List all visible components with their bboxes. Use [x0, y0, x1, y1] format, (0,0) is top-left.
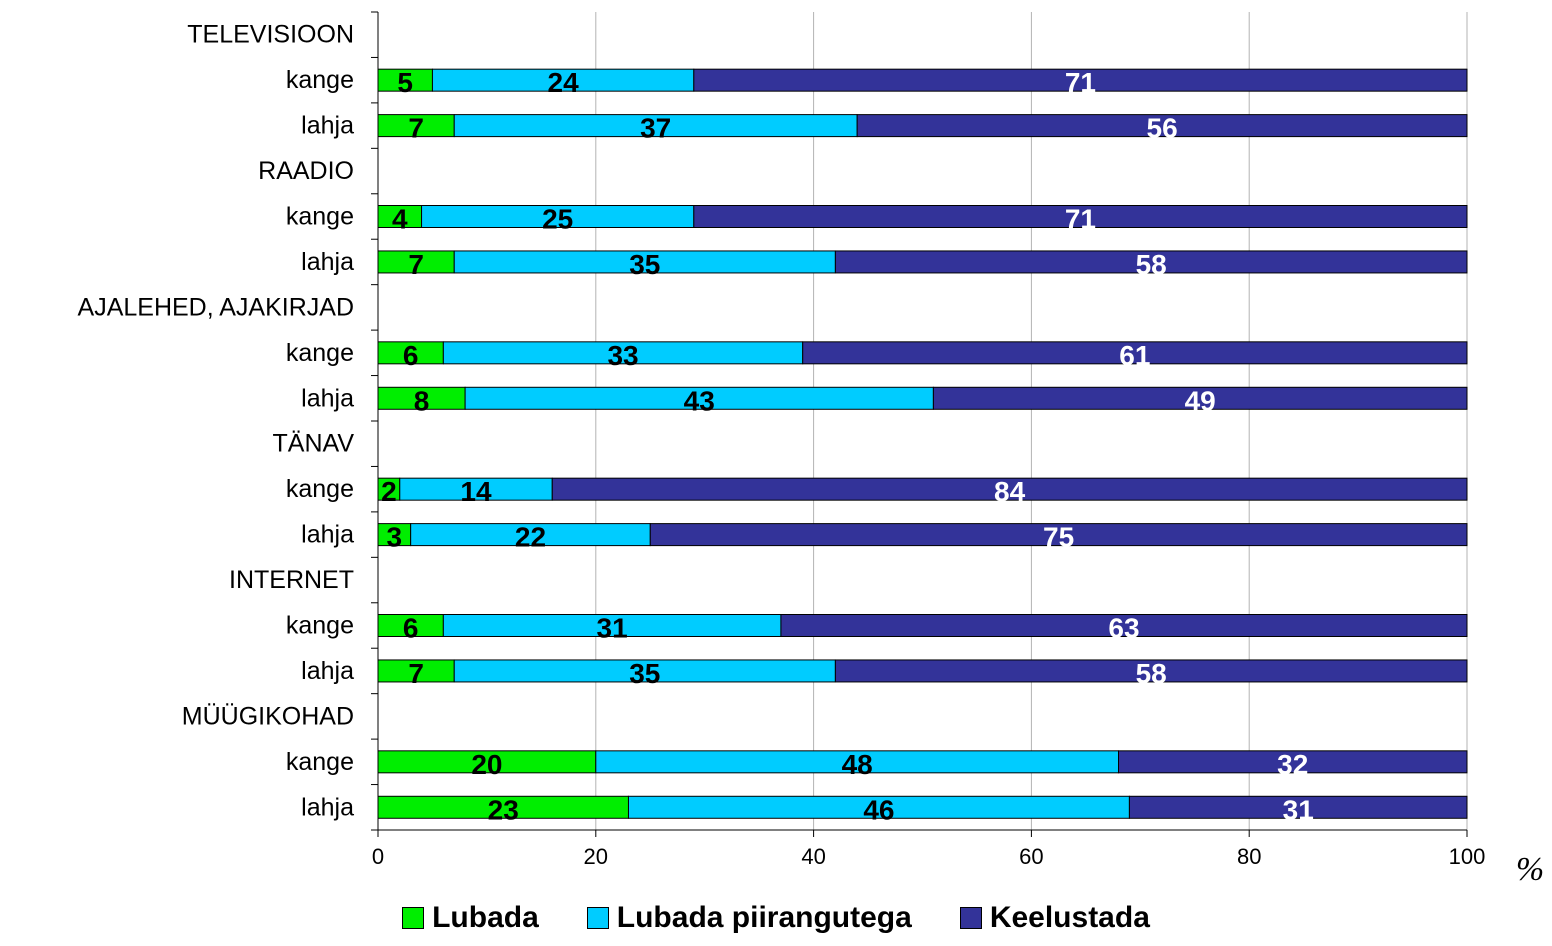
- x-tick-label-80: 80: [1237, 844, 1261, 869]
- legend-label-lubada-piirangutega: Lubada piirangutega: [616, 901, 912, 934]
- row-label: lahja: [301, 521, 354, 549]
- legend-item-lubada: Lubada: [402, 901, 539, 935]
- data-label: 48: [842, 749, 873, 780]
- legend-swatch-lubada-piirangutega: [586, 907, 609, 929]
- data-label: 58: [1136, 658, 1167, 689]
- bar-segment: [693, 68, 1468, 92]
- axis-layer: 0 20 40 60 80 100 TELEVISIOON kange lahja RAADIO k…: [78, 11, 1486, 869]
- grid-layer: [595, 12, 1468, 830]
- data-label: 20: [471, 749, 502, 780]
- data-label: 22: [515, 522, 546, 553]
- bar-segment: [1118, 750, 1468, 774]
- data-label: 4: [392, 204, 408, 235]
- bar-segment: [802, 341, 1468, 365]
- row-label: kange: [286, 66, 354, 94]
- legend-item-keelustada: Keelustada: [959, 901, 1150, 935]
- category-header-label: MÜÜGIKOHAD: [182, 702, 354, 730]
- data-label: 14: [460, 476, 492, 507]
- row-label: kange: [286, 339, 354, 367]
- category-header-label: TELEVISIOON: [187, 21, 354, 49]
- data-label: 84: [994, 476, 1026, 507]
- legend-label-lubada: Lubada: [432, 901, 539, 934]
- data-label: 23: [488, 794, 519, 825]
- bar-segment: [693, 205, 1468, 228]
- legend-item-lubada-piirangutega: Lubada piirangutega: [586, 901, 912, 935]
- data-label: 31: [1283, 794, 1314, 825]
- bars-layer: 5 24 717 37 564 25 717 35 586 33 618 43 492 14 843 22 75…: [377, 67, 1468, 825]
- row-label: lahja: [301, 793, 354, 821]
- data-label: 33: [607, 340, 638, 371]
- legend-swatch-keelustada: [959, 907, 982, 929]
- data-label: 35: [629, 249, 660, 280]
- bar-segment: [780, 614, 1468, 637]
- row-label: lahja: [301, 112, 354, 140]
- x-tick-label-60: 60: [1019, 844, 1043, 869]
- data-label: 37: [640, 113, 671, 144]
- row-label: lahja: [301, 657, 354, 685]
- data-label: 63: [1108, 613, 1139, 644]
- data-label: 58: [1136, 249, 1167, 280]
- x-tick-label-40: 40: [801, 844, 825, 869]
- data-label: 3: [387, 522, 403, 553]
- legend-label-keelustada: Keelustada: [989, 901, 1150, 934]
- bar-segment: [856, 114, 1468, 138]
- data-label: 75: [1043, 522, 1074, 553]
- x-tick-label-100: 100: [1449, 844, 1486, 869]
- data-label: 61: [1119, 340, 1150, 371]
- bar-segment: [834, 659, 1468, 683]
- stacked-bar-chart: 5 24 717 37 564 25 717 35 586 33 618 43 492 14 843 22 75…: [78, 11, 1544, 888]
- data-label: 7: [408, 658, 424, 689]
- data-label: 32: [1277, 749, 1308, 780]
- row-label: kange: [286, 612, 354, 640]
- data-label: 35: [629, 658, 660, 689]
- row-label: lahja: [301, 384, 354, 412]
- category-header-label: RAADIO: [258, 157, 354, 185]
- row-label: kange: [286, 203, 354, 231]
- data-label: 5: [397, 67, 413, 98]
- data-label: 71: [1065, 67, 1096, 98]
- data-label: 49: [1185, 385, 1216, 416]
- data-label: 8: [414, 385, 430, 416]
- bar-segment: [1128, 795, 1468, 819]
- data-label: 71: [1065, 204, 1096, 235]
- data-label: 6: [403, 340, 419, 371]
- bar-segment: [551, 477, 1468, 501]
- bar-segment: [649, 523, 1468, 547]
- category-header-label: TÄNAV: [273, 430, 355, 458]
- data-label: 31: [597, 613, 628, 644]
- category-header-label: INTERNET: [229, 566, 354, 594]
- x-axis-unit-label: %: [1516, 851, 1544, 888]
- data-label: 56: [1147, 113, 1178, 144]
- data-label: 6: [403, 613, 419, 644]
- row-label: lahja: [301, 248, 354, 276]
- data-label: 24: [548, 67, 580, 98]
- bar-segment: [932, 386, 1468, 410]
- data-label: 25: [542, 204, 573, 235]
- data-label: 7: [408, 113, 424, 144]
- row-label: kange: [286, 475, 354, 503]
- legend: Lubada Lubada piirangutega Keelustada: [0, 896, 1552, 940]
- legend-swatch-lubada: [402, 907, 425, 929]
- row-label: kange: [286, 748, 354, 776]
- data-label: 46: [863, 794, 894, 825]
- x-tick-label-0: 0: [372, 844, 384, 869]
- bar-segment: [834, 250, 1468, 274]
- data-label: 2: [381, 476, 397, 507]
- x-tick-label-20: 20: [584, 844, 608, 869]
- data-label: 7: [408, 249, 424, 280]
- data-label: 43: [684, 385, 715, 416]
- category-header-label: AJALEHED, AJAKIRJAD: [78, 293, 354, 321]
